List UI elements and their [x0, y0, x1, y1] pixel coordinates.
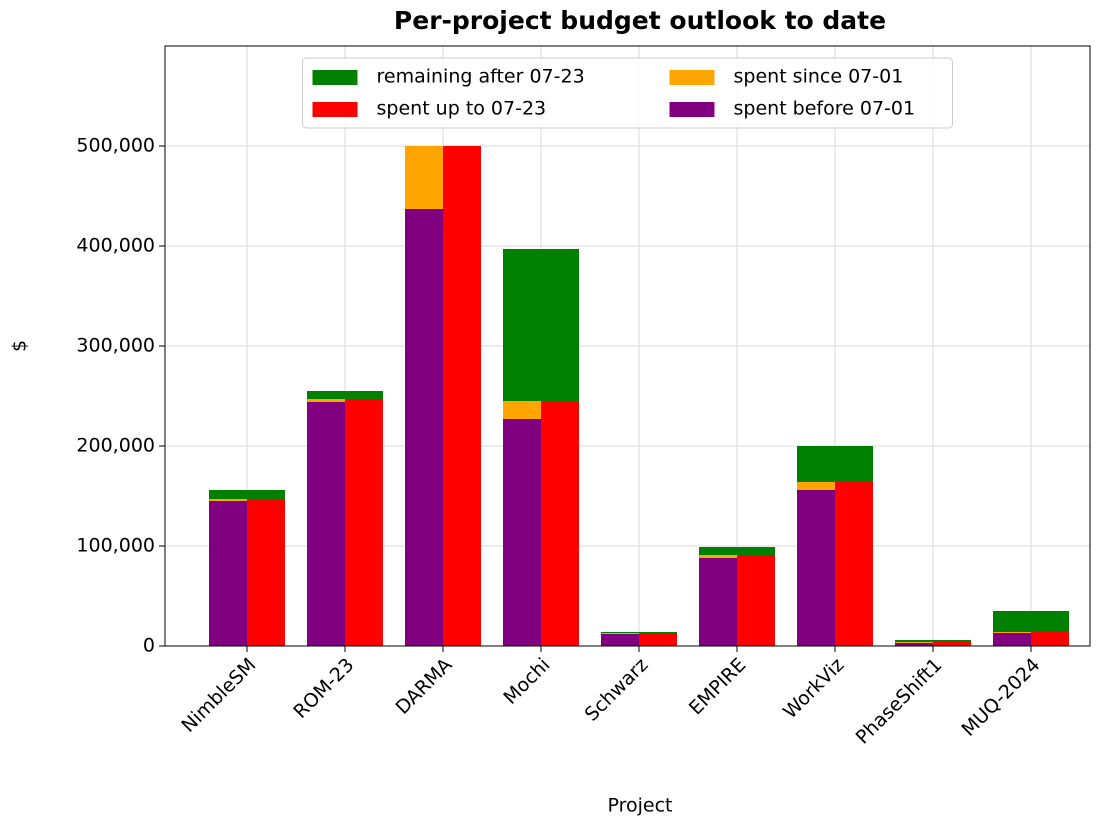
bar [601, 633, 639, 634]
bar [247, 499, 285, 646]
y-axis-label: $ [9, 340, 31, 352]
bar [345, 399, 383, 646]
plot-frame [164, 45, 1091, 647]
y-tick-label: 200,000 [76, 435, 155, 457]
legend-swatch [312, 102, 358, 117]
legend: remaining after 07-23 spent up to 07-23 sp… [302, 57, 953, 129]
bar [503, 249, 579, 401]
bar [307, 399, 345, 402]
x-tick-label: MUQ-2024 [957, 654, 1044, 741]
bar [503, 401, 541, 419]
x-tick-label: EMPIRE [685, 654, 751, 720]
bar [209, 501, 247, 646]
bar [699, 558, 737, 646]
bar [993, 633, 1031, 646]
legend-swatch [312, 70, 358, 85]
bar [601, 632, 677, 633]
x-tick-label: NimbleSM [177, 654, 260, 737]
bar [405, 209, 443, 646]
y-tick-label: 300,000 [76, 335, 155, 357]
bar [993, 632, 1031, 633]
legend-label: remaining after 07-23 [377, 66, 585, 88]
x-tick-label: Schwarz [581, 654, 653, 726]
legend-box [302, 57, 953, 129]
bar [835, 482, 873, 646]
chart-title: Per-project budget outlook to date [394, 6, 886, 35]
bar [601, 634, 639, 646]
bar [797, 446, 873, 482]
bar [307, 402, 345, 646]
bar [797, 490, 835, 646]
bar [993, 611, 1069, 632]
x-axis-label: Project [607, 795, 672, 817]
bar [699, 547, 775, 555]
bar [895, 642, 933, 643]
bar [209, 499, 247, 501]
bar [503, 419, 541, 646]
legend-label: spent up to 07-23 [377, 98, 547, 120]
bar [209, 490, 285, 499]
bar [443, 146, 481, 646]
y-tick-label: 100,000 [76, 535, 155, 557]
bar [737, 555, 775, 646]
bar [895, 643, 933, 646]
legend-swatch [669, 102, 715, 117]
legend-label: spent since 07-01 [734, 66, 904, 88]
bar [307, 391, 383, 399]
bar [639, 633, 677, 646]
legend-swatch [669, 70, 715, 85]
y-tick-label: 500,000 [76, 135, 155, 157]
bar [797, 482, 835, 490]
bar [933, 642, 971, 646]
bar [541, 401, 579, 646]
bar [405, 146, 443, 209]
x-tick-label: Mochi [499, 654, 554, 709]
x-tick-label: DARMA [391, 654, 456, 719]
legend-label: spent before 07-01 [734, 98, 916, 120]
x-tick-label: WorkViz [779, 654, 848, 723]
bar [1031, 632, 1069, 646]
x-tick-label: ROM-23 [289, 654, 358, 723]
y-tick-label: 0 [143, 635, 155, 657]
x-tick-label: PhaseShift1 [852, 654, 947, 749]
bar [895, 640, 971, 642]
y-tick-label: 400,000 [76, 235, 155, 257]
bar [699, 555, 737, 558]
